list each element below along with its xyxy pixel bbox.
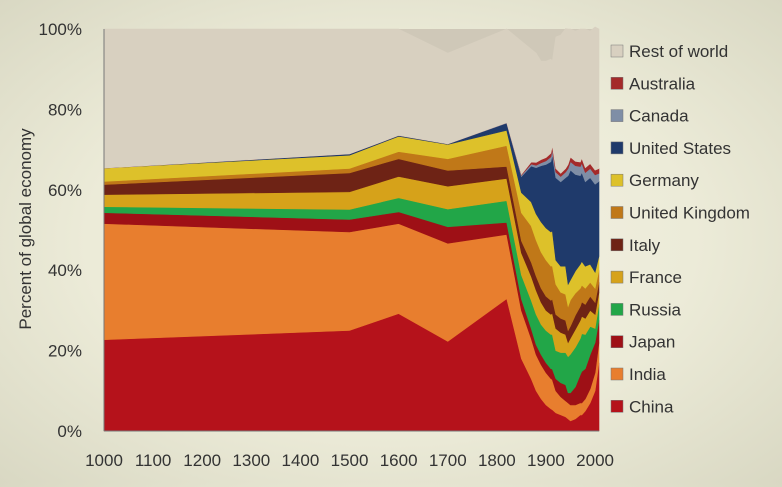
legend-swatch-united-states bbox=[610, 141, 624, 155]
x-tick-label: 1000 bbox=[85, 451, 123, 470]
x-tick-label: 1200 bbox=[183, 451, 221, 470]
x-tick-label: 1600 bbox=[380, 451, 418, 470]
legend-swatch-rest-of-world bbox=[610, 44, 624, 58]
legend-label-japan: Japan bbox=[629, 333, 675, 352]
legend-swatch-italy bbox=[610, 238, 624, 252]
y-tick-label: 100% bbox=[39, 20, 82, 39]
legend-label-united-states: United States bbox=[629, 139, 731, 158]
x-tick-label: 1800 bbox=[478, 451, 516, 470]
y-tick-label: 20% bbox=[48, 342, 82, 361]
legend-swatch-china bbox=[610, 400, 624, 413]
y-tick-label: 0% bbox=[57, 422, 82, 441]
legend-label-australia: Australia bbox=[629, 74, 696, 93]
legend-label-china: China bbox=[629, 397, 674, 416]
legend-swatch-france bbox=[610, 270, 624, 284]
legend-label-germany: Germany bbox=[629, 171, 699, 190]
y-tick-label: 40% bbox=[48, 261, 82, 280]
x-tick-label: 2000 bbox=[576, 451, 614, 470]
legend-label-united-kingdom: United Kingdom bbox=[629, 204, 750, 223]
area-rest-of-world bbox=[103, 26, 600, 176]
x-tick-label: 1700 bbox=[429, 451, 467, 470]
legend-swatch-australia bbox=[610, 77, 624, 90]
legend-label-rest-of-world: Rest of world bbox=[629, 42, 728, 61]
legend-label-russia: Russia bbox=[629, 300, 682, 319]
x-tick-label: 1300 bbox=[232, 451, 270, 470]
legend-label-india: India bbox=[629, 365, 666, 384]
y-tick-label: 60% bbox=[48, 181, 82, 200]
legend-swatch-india bbox=[610, 367, 624, 381]
legend-label-canada: Canada bbox=[629, 107, 689, 126]
legend-swatch-russia bbox=[610, 303, 624, 316]
legend-swatch-japan bbox=[610, 335, 624, 348]
legend-swatch-canada bbox=[610, 109, 624, 122]
x-tick-label: 1100 bbox=[135, 451, 172, 470]
legend-label-france: France bbox=[629, 268, 682, 287]
y-tick-label: 80% bbox=[48, 100, 82, 119]
x-tick-label: 1900 bbox=[527, 451, 565, 470]
legend-swatch-united-kingdom bbox=[610, 206, 624, 219]
legend-swatch-germany bbox=[610, 173, 624, 187]
x-tick-label: 1400 bbox=[282, 451, 320, 470]
legend-label-italy: Italy bbox=[629, 236, 661, 255]
y-axis-title: Percent of global economy bbox=[16, 128, 35, 330]
x-tick-label: 1500 bbox=[331, 451, 369, 470]
